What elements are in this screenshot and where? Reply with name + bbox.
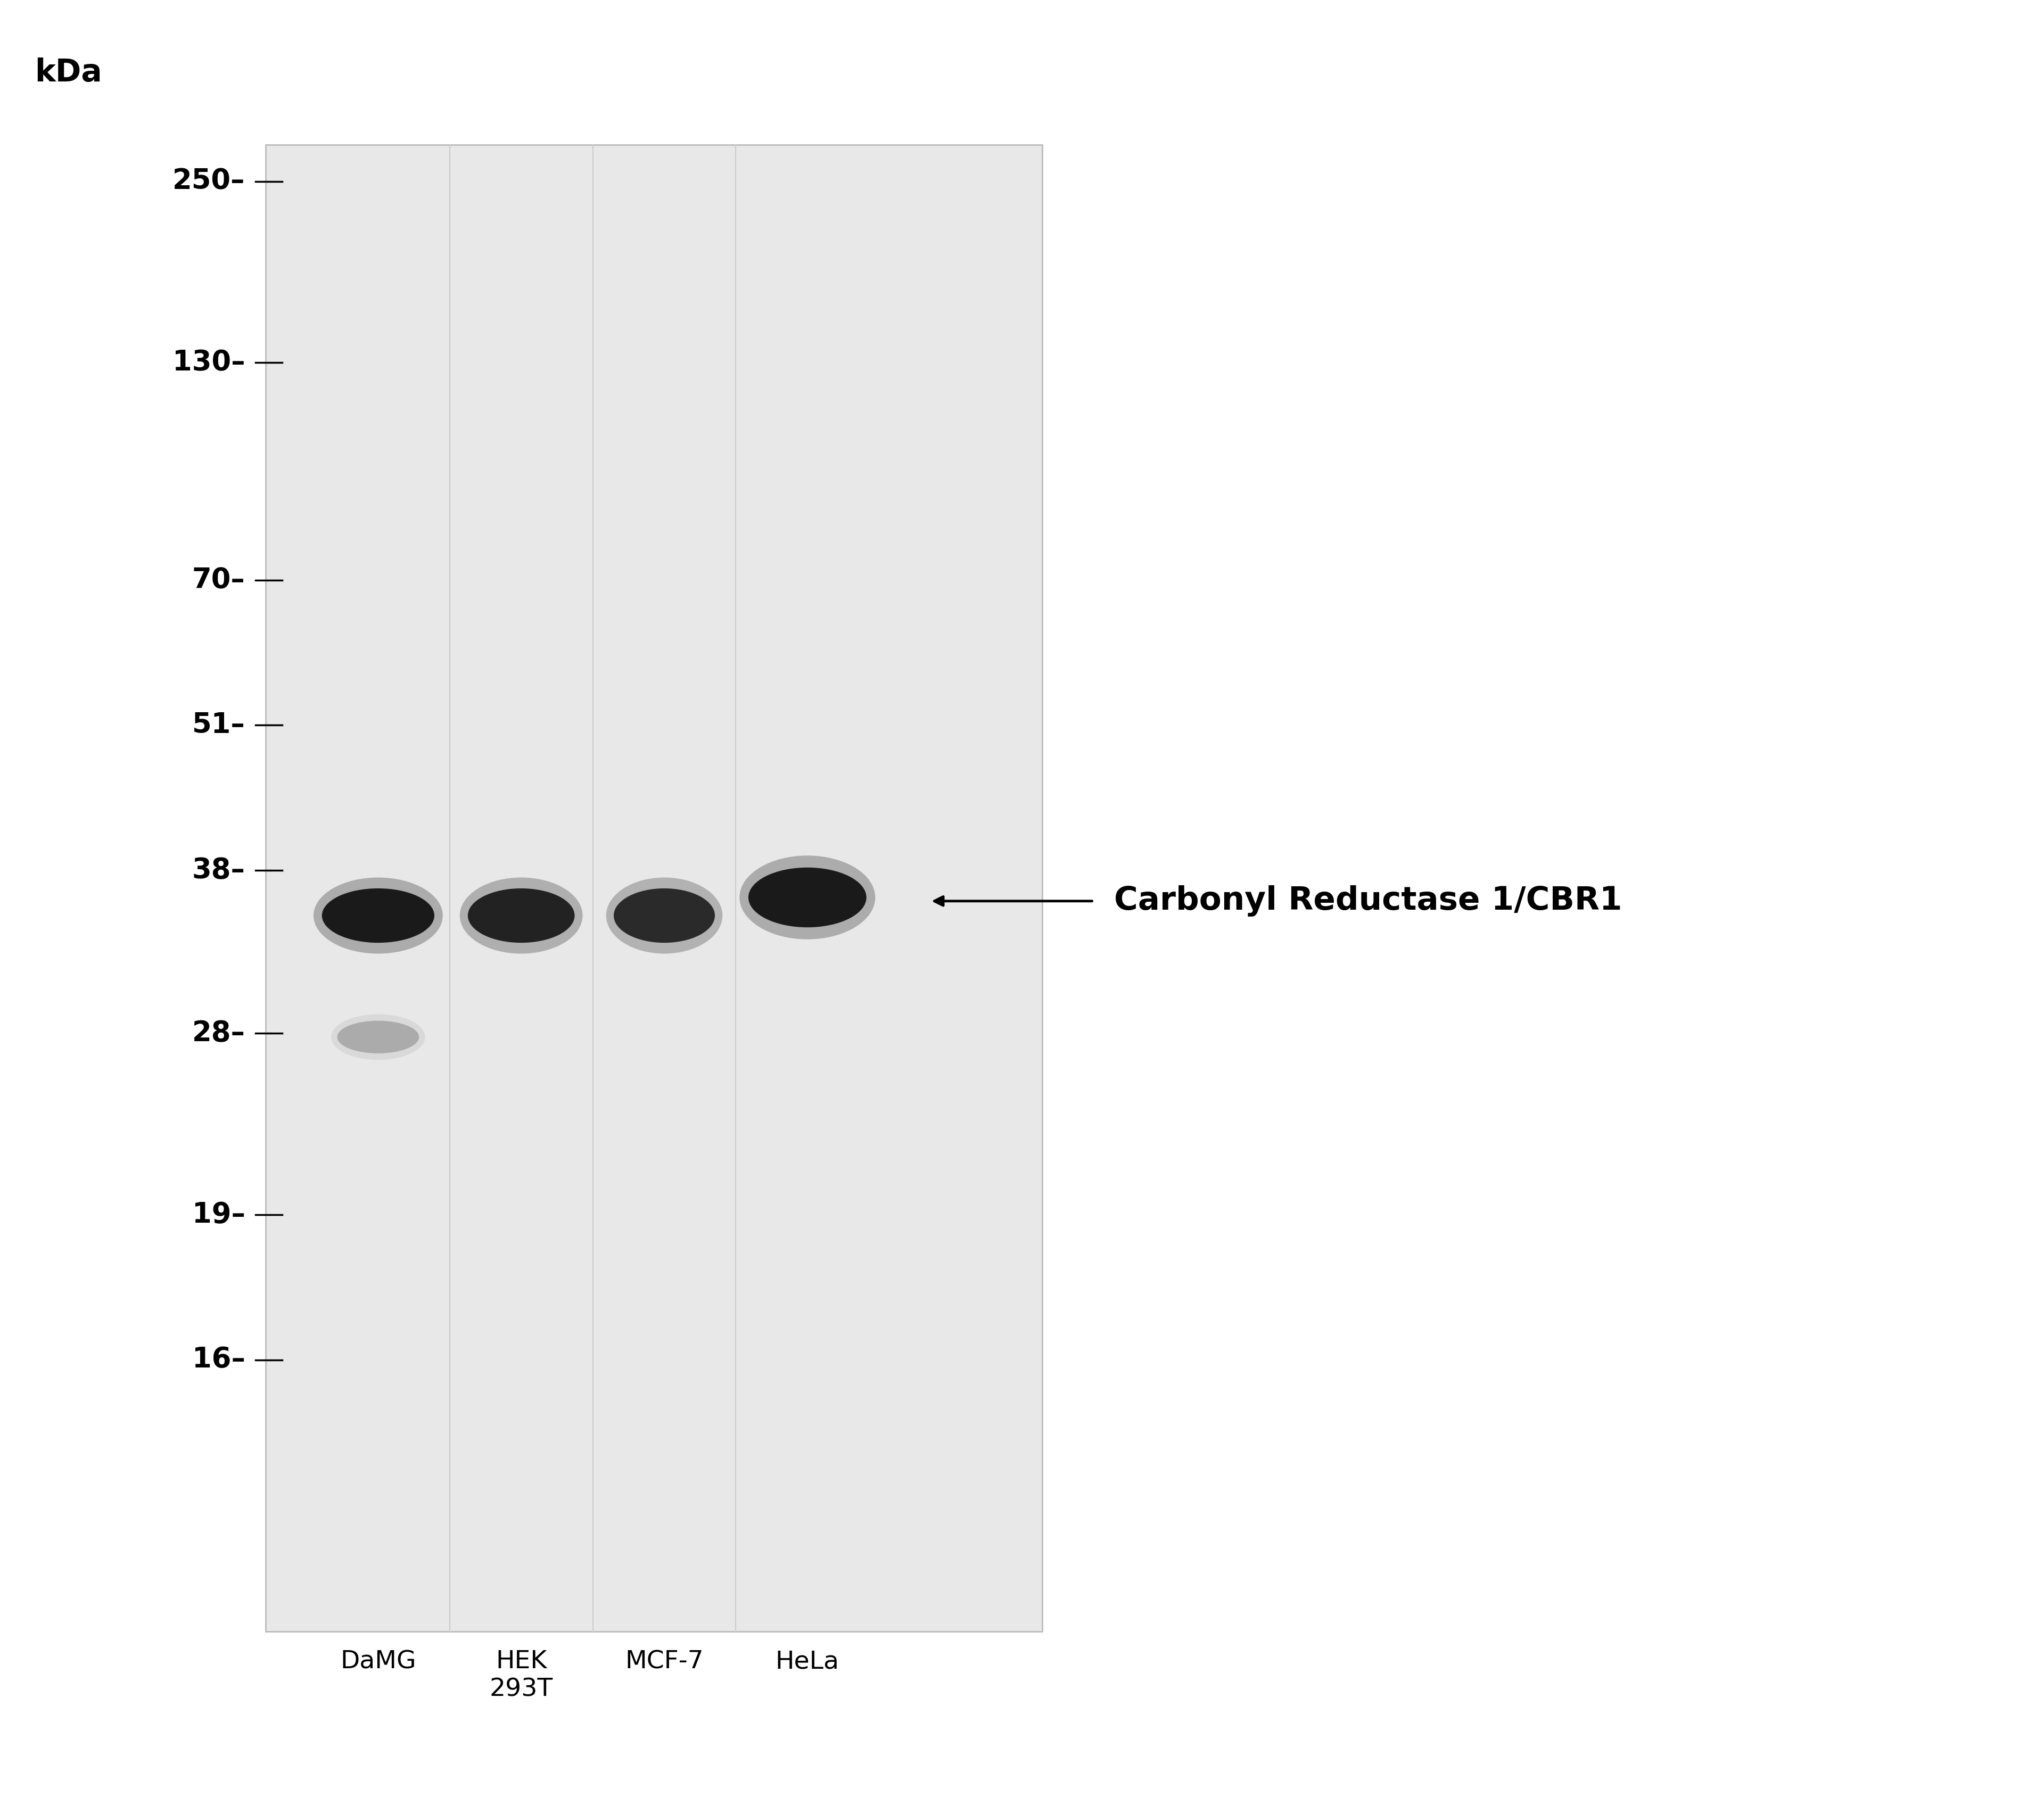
Text: 70–: 70– — [192, 566, 245, 595]
FancyBboxPatch shape — [266, 145, 1042, 1632]
Ellipse shape — [468, 888, 574, 943]
Text: 250–: 250– — [172, 167, 245, 196]
Ellipse shape — [613, 888, 715, 943]
Ellipse shape — [331, 1013, 425, 1061]
Text: 130–: 130– — [172, 348, 245, 377]
Text: HEK
293T: HEK 293T — [489, 1650, 554, 1701]
Text: 19–: 19– — [192, 1200, 245, 1229]
Text: kDa: kDa — [35, 58, 102, 87]
Ellipse shape — [337, 1021, 419, 1053]
Text: 51–: 51– — [192, 711, 245, 740]
Ellipse shape — [740, 856, 875, 939]
Text: 16–: 16– — [192, 1345, 245, 1374]
Text: Carbonyl Reductase 1/CBR1: Carbonyl Reductase 1/CBR1 — [1114, 885, 1623, 917]
Text: 28–: 28– — [192, 1019, 245, 1048]
Text: 38–: 38– — [192, 856, 245, 885]
Ellipse shape — [607, 877, 722, 954]
Ellipse shape — [748, 868, 867, 928]
Ellipse shape — [313, 877, 444, 954]
Ellipse shape — [321, 888, 433, 943]
Ellipse shape — [460, 877, 583, 954]
Text: DaMG: DaMG — [339, 1650, 417, 1673]
Text: HeLa: HeLa — [775, 1650, 840, 1673]
Text: MCF-7: MCF-7 — [625, 1650, 703, 1673]
